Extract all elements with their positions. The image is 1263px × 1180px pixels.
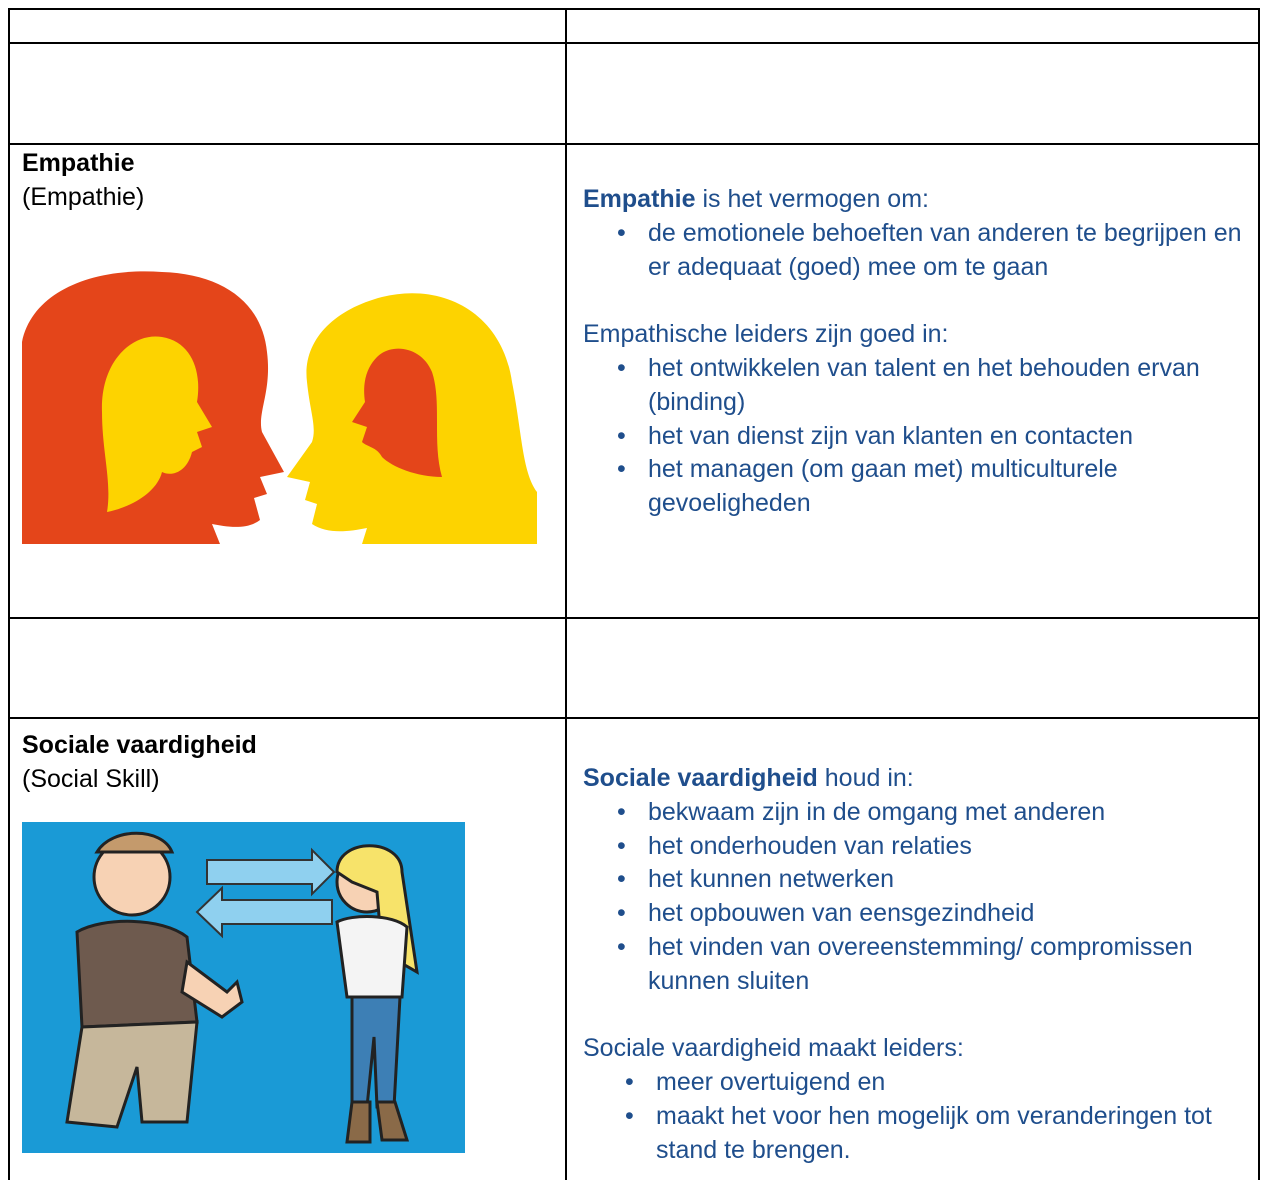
- section-text: Empathie is het vermogen om: de emotione…: [583, 183, 1253, 521]
- bullet-list: het ontwikkelen van talent en het behoud…: [583, 352, 1253, 521]
- bullet-item: het van dienst zijn van klanten en conta…: [583, 420, 1253, 454]
- border: [565, 8, 567, 1180]
- bullet-list: de emotionele behoeften van anderen te b…: [583, 217, 1253, 285]
- border: [8, 717, 1260, 719]
- section-subtitle: (Social Skill): [22, 765, 160, 793]
- section-title: Empathie: [22, 149, 135, 177]
- social-illustration: [22, 822, 465, 1153]
- paragraph: Sociale vaardigheid maakt leiders:: [583, 1034, 964, 1063]
- border: [8, 143, 1260, 145]
- border: [8, 8, 10, 1180]
- section-label: Sociale vaardigheid (Social Skill): [22, 728, 257, 796]
- lead-bold: Empathie: [583, 185, 696, 213]
- bullet-item: het vinden van overeenstemming/ compromi…: [583, 931, 1253, 999]
- bullet-item: bekwaam zijn in de omgang met anderen: [583, 796, 1253, 830]
- bullet-item: meer overtuigend en: [583, 1066, 1253, 1100]
- lead: Empathie is het vermogen om:: [583, 183, 1253, 217]
- bullet-item: het opbouwen van eensgezindheid: [583, 897, 1253, 931]
- lead: Sociale vaardigheid houd in:: [583, 762, 1253, 796]
- bullet-list: meer overtuigend enmaakt het voor hen mo…: [583, 1066, 1253, 1167]
- bullet-item: het kunnen netwerken: [583, 863, 1253, 897]
- bullet-item: de emotionele behoeften van anderen te b…: [583, 217, 1253, 285]
- border: [8, 42, 1260, 44]
- bullet-item: maakt het voor hen mogelijk om veranderi…: [583, 1100, 1253, 1168]
- bullet-list: bekwaam zijn in de omgang met anderenhet…: [583, 796, 1253, 999]
- lead-bold: Sociale vaardigheid: [583, 764, 818, 792]
- border: [8, 8, 1260, 10]
- border: [8, 617, 1260, 619]
- bullet-item: het onderhouden van relaties: [583, 830, 1253, 864]
- paragraph: Empathische leiders zijn goed in:: [583, 320, 949, 349]
- section-text: Sociale vaardigheid houd in: bekwaam zij…: [583, 762, 1253, 1168]
- section-label: Empathie (Empathie): [22, 146, 144, 214]
- border: [1258, 8, 1260, 1180]
- bullet-item: het managen (om gaan met) multiculturele…: [583, 453, 1253, 521]
- empathy-illustration: [22, 271, 537, 544]
- lead-rest: is het vermogen om:: [702, 185, 929, 213]
- lead-rest: houd in:: [824, 764, 914, 792]
- section-title: Sociale vaardigheid: [22, 731, 257, 759]
- bullet-item: het ontwikkelen van talent en het behoud…: [583, 352, 1253, 420]
- section-subtitle: (Empathie): [22, 183, 145, 211]
